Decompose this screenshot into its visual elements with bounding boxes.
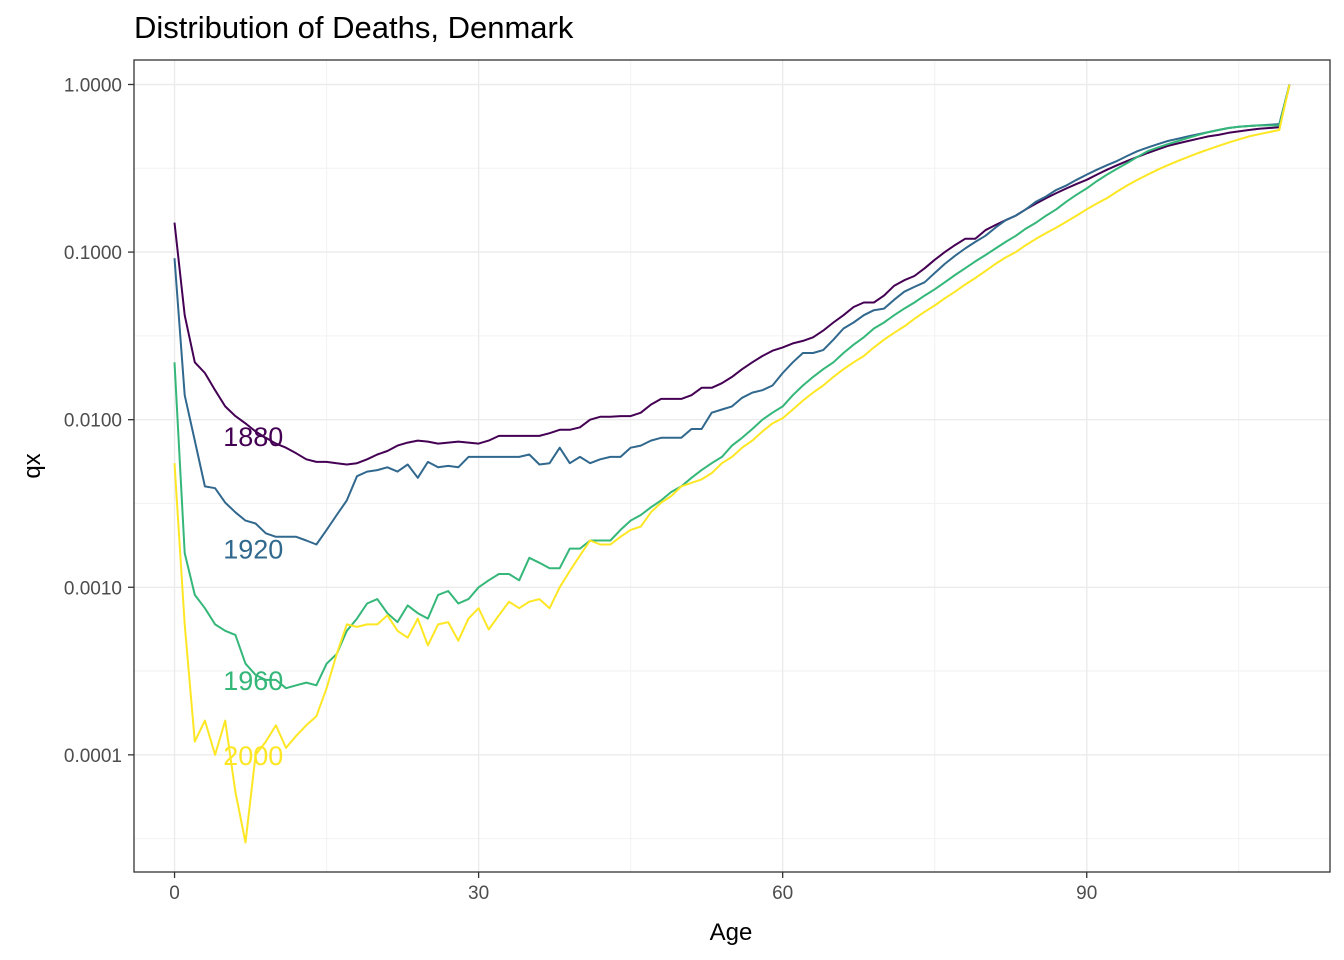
y-axis: 0.0001 0.0010 0.0100 0.1000 1.0000 xyxy=(64,75,134,767)
series-line-1960 xyxy=(173,84,1291,690)
x-tick-label: 90 xyxy=(1076,883,1097,904)
series-label-1920: 1920 xyxy=(223,535,283,565)
x-axis-title: Age xyxy=(710,919,753,946)
y-axis-title: qx xyxy=(19,453,46,478)
x-axis: 0 30 60 90 xyxy=(169,872,1097,904)
series-label-2000: 2000 xyxy=(223,741,283,771)
y-tick-label: 0.1000 xyxy=(64,243,122,264)
y-tick-label: 0.0001 xyxy=(64,746,122,767)
series-line-1920 xyxy=(173,84,1291,546)
y-tick-label: 0.0010 xyxy=(64,578,122,599)
series-label-1880: 1880 xyxy=(223,422,283,452)
series-lines xyxy=(173,84,1291,844)
plot-border xyxy=(133,59,1331,873)
x-tick-label: 60 xyxy=(772,883,793,904)
series-line-2000 xyxy=(173,84,1291,844)
y-tick-label: 0.0100 xyxy=(64,411,122,432)
series-label-1960: 1960 xyxy=(223,666,283,696)
chart-title: Distribution of Deaths, Denmark xyxy=(134,10,574,45)
x-tick-label: 0 xyxy=(169,883,180,904)
x-tick-label: 30 xyxy=(468,883,489,904)
y-tick-label: 1.0000 xyxy=(64,75,122,96)
plot-background xyxy=(134,60,1330,872)
series-line-1880 xyxy=(173,84,1291,466)
series-labels: 1880 1920 1960 2000 xyxy=(223,422,283,771)
